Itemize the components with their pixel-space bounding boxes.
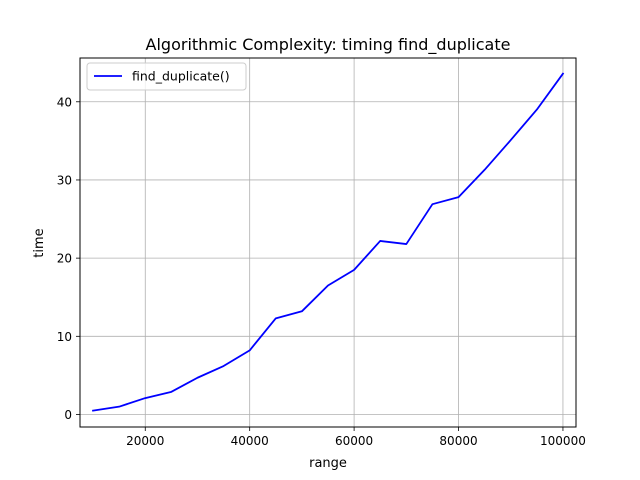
x-tick-label: 100000 [540, 434, 586, 448]
x-tick-label: 80000 [439, 434, 477, 448]
y-tick-label: 10 [57, 330, 72, 344]
grid-lines [80, 58, 576, 427]
x-tick-label: 20000 [126, 434, 164, 448]
legend: find_duplicate() [86, 62, 247, 91]
legend-box [86, 62, 247, 91]
x-tick-label: 60000 [335, 434, 373, 448]
y-tick-label: 0 [64, 408, 72, 422]
x-axis-label: range [309, 456, 347, 471]
chart-title: Algorithmic Complexity: timing find_dupl… [146, 35, 511, 55]
y-axis-label: time [32, 228, 47, 257]
series-lines [92, 72, 565, 412]
y-tick-label: 40 [57, 95, 72, 109]
axis-ticks: 20000 40000 60000 80000 100000 0 10 20 30 40 [57, 95, 586, 448]
legend-entry-label: find_duplicate() [132, 69, 230, 84]
x-tick-label: 40000 [231, 434, 269, 448]
plot-frame [79, 57, 577, 428]
y-tick-label: 30 [57, 173, 72, 187]
y-tick-label: 20 [57, 252, 72, 266]
